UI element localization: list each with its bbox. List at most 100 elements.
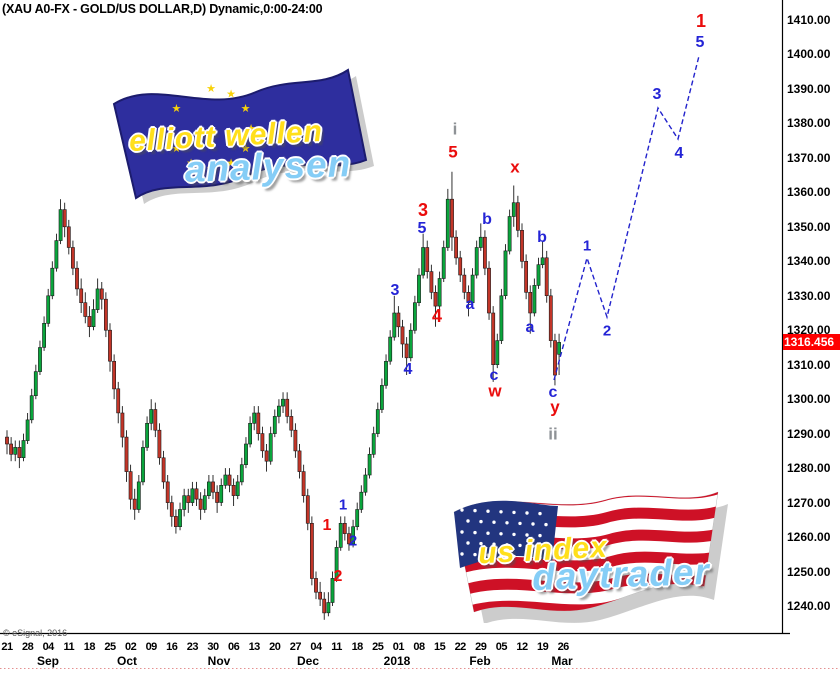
- svg-text:★: ★: [171, 143, 181, 155]
- date-tick-label: 01: [392, 641, 405, 653]
- wave-label-a: a: [525, 319, 535, 336]
- wave-label-3: 3: [652, 86, 662, 103]
- wave-label-4: 4: [431, 306, 443, 326]
- candle: [9, 437, 14, 462]
- candle: [256, 406, 261, 441]
- candle: [408, 323, 413, 362]
- candle: [161, 450, 166, 489]
- candle: [474, 240, 479, 279]
- date-tick-label: 19: [536, 641, 549, 653]
- date-tick-label: 20: [269, 641, 281, 653]
- candle: [108, 323, 112, 372]
- price-tick-label: 1280.00: [787, 461, 831, 476]
- candle: [503, 244, 508, 300]
- candle: [21, 433, 26, 462]
- date-tick-label: 08: [413, 641, 425, 653]
- candle: [211, 475, 215, 500]
- candle: [186, 488, 191, 513]
- wave-label-i: i: [452, 119, 458, 139]
- month-tick-label: Oct: [116, 654, 138, 668]
- candle: [244, 437, 248, 469]
- wave-label-2: 2: [348, 532, 358, 550]
- candle: [223, 468, 228, 489]
- date-tick-label: 16: [166, 641, 178, 653]
- candle: [165, 475, 170, 510]
- candle: [425, 240, 430, 279]
- candle: [433, 285, 438, 327]
- wave-label-2: 2: [602, 322, 612, 340]
- candle: [276, 399, 281, 424]
- date-tick-label: 29: [475, 641, 487, 653]
- us-flag-canton-stars: [460, 508, 548, 560]
- date-tick-label: 25: [372, 641, 384, 653]
- candle: [120, 406, 125, 448]
- candle: [466, 285, 471, 317]
- candle: [83, 292, 88, 324]
- candle: [272, 409, 277, 438]
- candle: [445, 188, 450, 251]
- candle: [289, 409, 294, 438]
- candle: [128, 464, 133, 510]
- candle: [548, 288, 553, 348]
- svg-text:★: ★: [246, 123, 256, 135]
- candle: [412, 295, 417, 334]
- candle: [54, 233, 59, 272]
- date-tick-label: 23: [186, 641, 199, 653]
- candle: [190, 481, 195, 506]
- candle: [540, 240, 545, 269]
- candle: [499, 288, 504, 344]
- candle: [136, 475, 141, 513]
- date-tick-label: 25: [104, 641, 116, 653]
- wave-label-2: 2: [333, 568, 343, 585]
- candle: [482, 230, 487, 276]
- us-flag-icon: [453, 491, 728, 624]
- us-flag-canton: [454, 500, 558, 568]
- candle: [207, 475, 211, 500]
- price-tick-label: 1250.00: [787, 564, 831, 579]
- candle: [363, 468, 368, 496]
- candle: [301, 464, 306, 503]
- candle: [215, 485, 220, 513]
- date-tick-label: 12: [516, 641, 528, 653]
- candle: [104, 292, 108, 338]
- wave-label-x: x: [510, 157, 520, 177]
- wave-label-4: 4: [403, 361, 413, 378]
- price-tick-label: 1320.00: [787, 323, 831, 338]
- candle: [264, 444, 269, 472]
- candle: [285, 392, 290, 424]
- candle: [116, 381, 121, 424]
- candle: [557, 333, 562, 375]
- date-tick-label: 18: [351, 641, 364, 653]
- wave-label-3: 3: [390, 282, 400, 299]
- candle: [487, 261, 491, 320]
- svg-text:★: ★: [241, 103, 251, 115]
- price-tick-label: 1350.00: [787, 219, 831, 234]
- date-tick-label: 15: [433, 641, 446, 653]
- wave-label-4: 4: [674, 145, 684, 162]
- date-tick-label: 06: [227, 641, 240, 653]
- candle: [330, 571, 335, 606]
- wave-projection-line: [553, 55, 700, 381]
- date-tick-label: 22: [454, 641, 467, 653]
- candle: [95, 278, 100, 313]
- candle: [392, 295, 397, 341]
- candle: [33, 364, 38, 400]
- last-price-badge: 1316.456: [783, 334, 840, 351]
- candle: [252, 406, 257, 431]
- candle: [198, 492, 203, 520]
- candle: [42, 316, 47, 351]
- wave-label-1: 1: [322, 517, 332, 534]
- candle: [314, 571, 318, 600]
- wave-label-1: 1: [695, 11, 707, 31]
- candle: [544, 250, 549, 303]
- candle: [458, 250, 463, 282]
- svg-text:★: ★: [226, 88, 236, 100]
- price-tick-label: 1330.00: [787, 288, 831, 303]
- candle: [400, 319, 405, 358]
- candle: [25, 413, 30, 444]
- price-tick-label: 1300.00: [787, 392, 831, 407]
- candle: [532, 278, 537, 317]
- candle: [342, 516, 347, 541]
- svg-text:★: ★: [241, 143, 251, 155]
